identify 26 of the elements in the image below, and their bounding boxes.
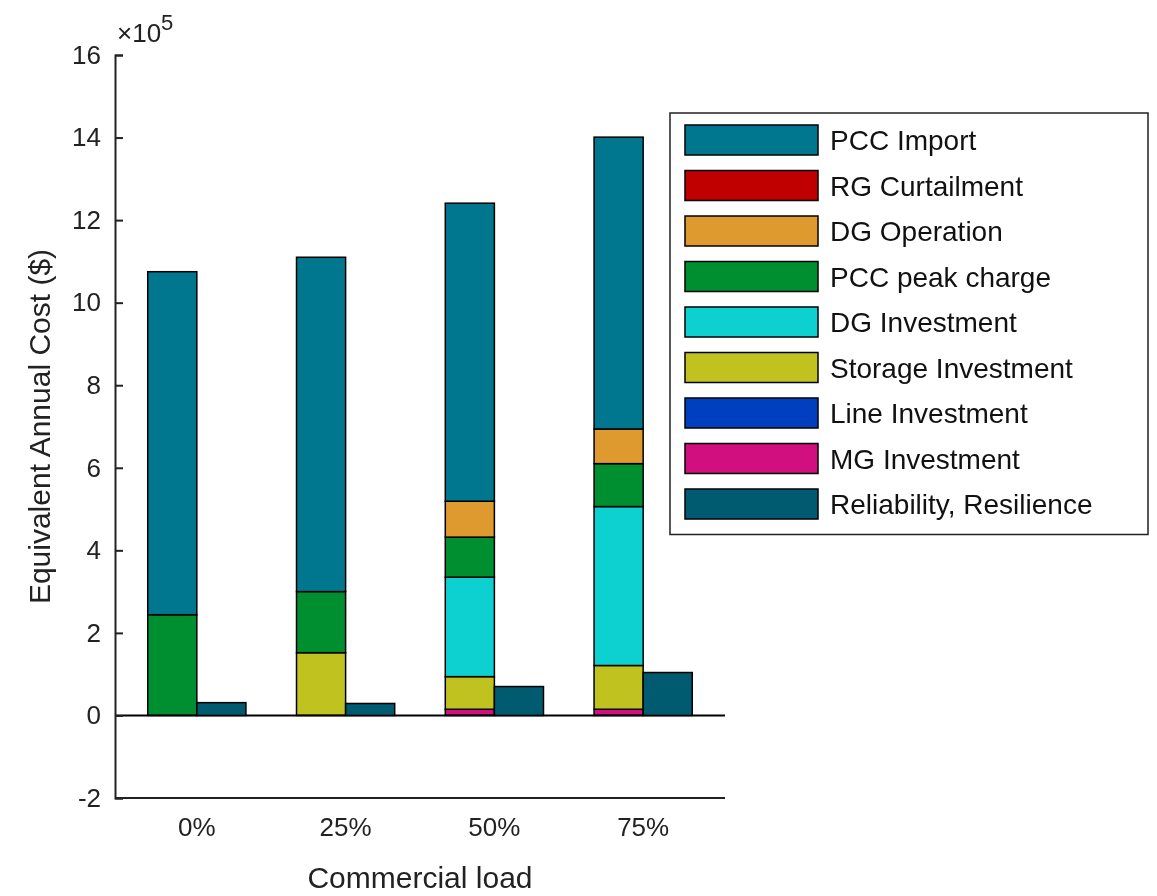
x-tick-label: 25% xyxy=(319,812,372,843)
y-tick-label: 16 xyxy=(72,39,101,70)
legend-label: PCC Import xyxy=(830,125,977,156)
x-axis-title: Commercial load xyxy=(307,861,533,894)
y-tick-label: 8 xyxy=(86,370,101,401)
legend-label: MG Investment xyxy=(830,443,1021,475)
y-tick-label: -2 xyxy=(77,782,101,813)
y-tick-label: 2 xyxy=(86,617,101,648)
legend-label: Reliability, Resilience xyxy=(830,489,1093,520)
legend-label: PCC peak charge xyxy=(830,261,1052,293)
legend-label: Storage Investment xyxy=(830,352,1074,384)
legend-label: DG Operation xyxy=(830,216,1003,247)
y-tick-label: 10 xyxy=(72,287,101,318)
legend-label: DG Investment xyxy=(830,307,1017,338)
text: ×10$^{5}$ xyxy=(117,9,174,48)
legend-label: Line Investment xyxy=(830,398,1028,429)
x-tick-label: 0% xyxy=(178,812,216,843)
y-tick-label: 4 xyxy=(86,535,101,566)
x-tick-label: 50% xyxy=(468,812,521,843)
y-tick-label: 12 xyxy=(72,204,101,235)
y-tick-label: 6 xyxy=(86,452,101,483)
y-tick-label: 0 xyxy=(86,700,101,731)
x-tick-label: 75% xyxy=(617,812,670,843)
y-tick-label: 14 xyxy=(72,122,101,153)
legend-label: RG Curtailment xyxy=(830,170,1024,202)
y-axis-title: Equivalent Annual Cost ($) xyxy=(23,248,56,605)
